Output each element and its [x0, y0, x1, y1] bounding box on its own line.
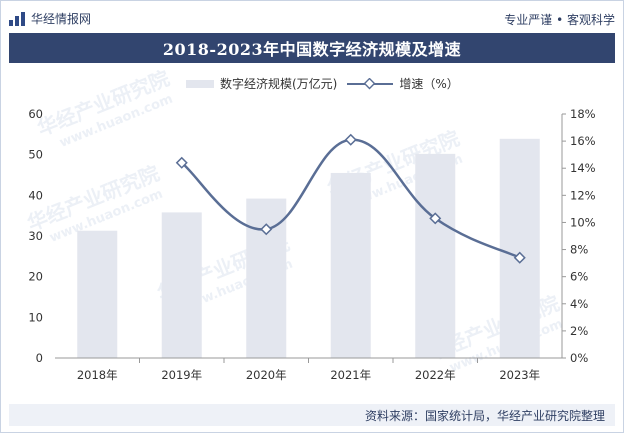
y-right-tick-label: 10% — [570, 215, 596, 229]
y-left-tick-label: 20 — [28, 270, 43, 284]
y-left-tick-label: 50 — [28, 148, 43, 162]
legend-bar-label: 数字经济规模(万亿元) — [220, 77, 338, 91]
legend-line-swatch — [347, 77, 394, 89]
y-left-tick-label: 60 — [28, 107, 43, 121]
bar — [77, 230, 118, 358]
bar — [415, 153, 456, 358]
y-right-tick-label: 0% — [570, 351, 588, 365]
x-tick-label: 2022年 — [415, 368, 456, 382]
source-note: 资料来源：国家统计局，华经产业研究院整理 — [9, 404, 615, 426]
chart-title: 2018-2023年中国数字经济规模及增速 — [9, 33, 615, 63]
line-series — [175, 133, 526, 264]
x-tick-label: 2023年 — [499, 368, 540, 382]
brand-motto: 专业严谨 • 客观科学 — [504, 13, 615, 27]
y-right-tick-label: 8% — [570, 243, 588, 257]
x-tick-label: 2019年 — [161, 368, 202, 382]
legend: 数字经济规模(万亿元) 增速（%） — [186, 75, 459, 92]
brand: 华经情报网 — [9, 10, 91, 27]
x-tick-label: 2021年 — [330, 368, 371, 382]
line-point — [344, 133, 357, 146]
y-right-tick-label: 14% — [570, 161, 596, 175]
y-right-tick-label: 18% — [570, 107, 596, 121]
y-right-tick-label: 16% — [570, 134, 596, 148]
brand-name: 华经情报网 — [31, 12, 92, 26]
y-left-tick-label: 0 — [36, 351, 43, 365]
y-right-tick-label: 12% — [570, 188, 596, 202]
line-point — [175, 156, 188, 169]
legend-item-line: 增速（%） — [347, 75, 459, 92]
y-left-tick-label: 40 — [28, 188, 43, 202]
x-tick-label: 2020年 — [246, 368, 287, 382]
legend-line-label: 增速（%） — [399, 77, 459, 91]
line-point — [260, 223, 273, 236]
line-point — [429, 212, 442, 225]
y-left-tick-label: 10 — [28, 310, 43, 324]
bar-series — [77, 138, 540, 358]
bar — [330, 172, 371, 358]
top-bar: 华经情报网 专业严谨 • 客观科学 — [9, 7, 615, 31]
y-right-tick-label: 4% — [570, 297, 588, 311]
x-tick-label: 2018年 — [77, 368, 118, 382]
line-point — [513, 251, 526, 264]
legend-bar-swatch — [186, 79, 214, 88]
bar — [499, 138, 540, 358]
bar-chart-logo-icon — [9, 11, 25, 26]
legend-item-bar: 数字经济规模(万亿元) — [186, 75, 337, 92]
y-left-tick-label: 30 — [28, 229, 43, 243]
y-right-tick-label: 2% — [570, 324, 588, 338]
axes: 2018年 2019年 2020年 2021年 2022年 2023年 0 10 20 30 40 5… — [28, 107, 595, 382]
y-right-tick-label: 6% — [570, 270, 588, 284]
bar — [161, 212, 202, 358]
